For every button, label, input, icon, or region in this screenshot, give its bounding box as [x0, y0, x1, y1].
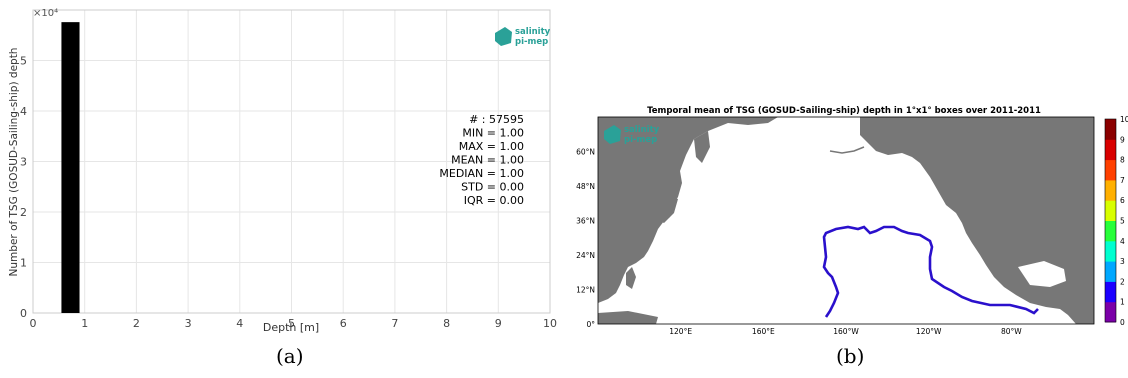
latitude-tick-label: 60°N: [576, 148, 595, 157]
stat-line: STD = 0.00: [461, 181, 524, 194]
stat-line: MEAN = 1.00: [451, 154, 524, 167]
colorbar-tick-label: 8: [1120, 156, 1125, 165]
longitude-tick-label: 120°E: [669, 327, 692, 336]
colorbar-ticks: 0 1 2 3 4 5 6 7 8 9 10: [1120, 115, 1128, 327]
y-exponent-label: ×10⁴: [33, 8, 58, 19]
y-tick-label: 5: [20, 55, 27, 68]
y-axis-label: Number of TSG (GOSUD-Sailing-ship) depth: [8, 48, 20, 277]
y-tick-label: 4: [20, 105, 27, 118]
ship-track-north: [822, 225, 1039, 318]
x-tick-label: 10: [543, 317, 557, 330]
colorbar-tick-label: 2: [1120, 277, 1125, 286]
colorbar-tick-label: 1: [1120, 298, 1125, 307]
colorbar-tick-label: 0: [1120, 318, 1125, 327]
logo-mark: [495, 27, 512, 46]
colorbar-tick-label: 6: [1120, 196, 1125, 205]
colorbar-tick-label: 9: [1120, 135, 1125, 144]
land-kamchatka: [694, 131, 710, 163]
map-area: salinity pi-mep: [597, 116, 1095, 325]
latitude-tick-label: 36°N: [576, 217, 595, 226]
stat-line: # : 57595: [469, 113, 524, 126]
colorbar-tick-label: 3: [1120, 257, 1125, 266]
colorbar-segment: [1105, 159, 1116, 181]
x-tick-label: 3: [185, 317, 192, 330]
latitude-tick-label: 48°N: [576, 182, 595, 191]
x-tick-label: 6: [340, 317, 347, 330]
latitude-tick-label: 12°N: [576, 286, 595, 295]
land-japan: [660, 197, 678, 223]
x-tick-label: 0: [30, 317, 37, 330]
stat-line: MAX = 1.00: [459, 140, 524, 153]
land-philippines: [626, 267, 636, 289]
colorbar-segment: [1105, 139, 1116, 161]
x-tick-label: 1: [81, 317, 88, 330]
gulf-of-mexico: [1018, 261, 1066, 287]
colorbar: [1104, 118, 1117, 323]
stat-line: IQR = 0.00: [464, 194, 524, 207]
map-logo-word-2: pi-mep: [624, 135, 657, 145]
colorbar-tick-label: 10: [1120, 115, 1128, 124]
depth-histogram: 0 1 2 3 4 5 6 7 8 9 10 0 1 2 3 4 5 ×10⁴ Depth [m] Numbe…: [8, 8, 558, 334]
longitude-tick-label: 160°W: [833, 327, 859, 336]
colorbar-segment: [1105, 200, 1116, 221]
colorbar-segment: [1105, 301, 1116, 323]
colorbar-tick-label: 5: [1120, 217, 1125, 226]
map-logo-word-1: salinity: [624, 125, 660, 135]
y-tick-label: 0: [20, 307, 27, 320]
land-indonesia: [598, 311, 658, 324]
colorbar-tick-label: 4: [1120, 237, 1125, 246]
x-tick-label: 5: [288, 317, 295, 330]
map-logo: salinity pi-mep: [604, 125, 660, 145]
longitude-ticks: 120°E 160°E 160°W 120°W 80°W: [669, 327, 1022, 336]
latitude-ticks: 0° 12°N 24°N 36°N 48°N 60°N: [576, 148, 595, 330]
x-tick-label: 2: [133, 317, 140, 330]
x-tick-label: 7: [391, 317, 398, 330]
x-axis-label: Depth [m]: [263, 321, 319, 334]
x-tick-label: 4: [236, 317, 243, 330]
colorbar-segment: [1105, 220, 1116, 242]
longitude-tick-label: 160°E: [752, 327, 775, 336]
latitude-tick-label: 0°: [586, 320, 595, 329]
colorbar-segment: [1105, 240, 1116, 262]
longitude-tick-label: 120°W: [916, 327, 942, 336]
colorbar-segment: [1105, 119, 1116, 140]
histogram-x-ticks: 0 1 2 3 4 5 6 7 8 9 10: [30, 317, 558, 330]
logo-word-2: pi-mep: [515, 37, 548, 47]
colorbar-segment: [1105, 179, 1116, 201]
logo-word-1: salinity: [515, 27, 551, 37]
land-asia: [598, 117, 1094, 303]
caption-b: (b): [836, 344, 865, 368]
longitude-tick-label: 80°W: [1001, 327, 1022, 336]
colorbar-segment: [1105, 261, 1116, 282]
salinity-logo: salinity pi-mep: [495, 27, 551, 47]
stat-line: MIN = 1.00: [462, 127, 524, 140]
x-tick-label: 9: [495, 317, 502, 330]
map-logo-mark: [604, 125, 621, 144]
y-tick-label: 2: [20, 206, 27, 219]
latitude-tick-label: 24°N: [576, 251, 595, 260]
land-aleutians: [829, 146, 865, 154]
caption-a: (a): [276, 344, 304, 368]
map-title: Temporal mean of TSG (GOSUD-Sailing-ship…: [647, 106, 1041, 116]
x-tick-label: 8: [443, 317, 450, 330]
colorbar-frame: [1104, 118, 1117, 323]
histogram-bar: [61, 22, 80, 313]
temporal-mean-map: Temporal mean of TSG (GOSUD-Sailing-ship…: [576, 106, 1128, 336]
histogram-bars: [61, 22, 80, 313]
map-frame: [597, 116, 1095, 325]
colorbar-segment: [1105, 281, 1116, 303]
colorbar-tick-label: 7: [1120, 176, 1125, 185]
y-tick-label: 1: [20, 257, 27, 270]
histogram-plot-area: [32, 9, 551, 314]
histogram-y-ticks: 0 1 2 3 4 5: [20, 55, 27, 321]
y-tick-label: 3: [20, 156, 27, 169]
stat-line: MEDIAN = 1.00: [439, 167, 524, 180]
